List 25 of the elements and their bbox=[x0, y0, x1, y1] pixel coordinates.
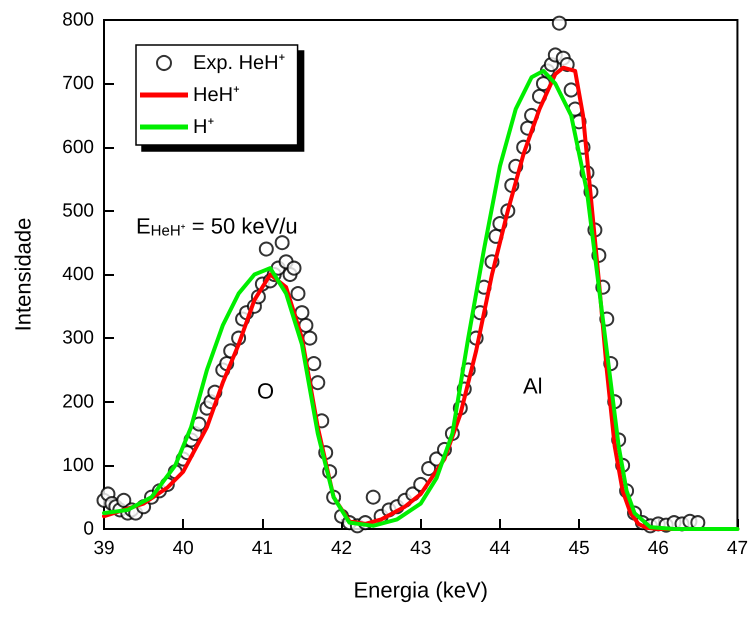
y-tick-label: 600 bbox=[62, 136, 94, 158]
y-tick-label: 0 bbox=[83, 518, 94, 540]
y-tick-label: 100 bbox=[62, 454, 94, 476]
legend-label: H⁺ bbox=[193, 116, 214, 138]
x-tick-label: 41 bbox=[252, 538, 273, 559]
y-tick-label: 200 bbox=[62, 391, 94, 412]
x-tick-label: 46 bbox=[648, 538, 669, 559]
annotation: O bbox=[257, 378, 274, 404]
y-axis-title: Intensidade bbox=[10, 218, 36, 332]
y-tick-label: 400 bbox=[62, 264, 94, 285]
y-tick-label: 300 bbox=[62, 328, 94, 349]
x-axis-title: Energia (keV) bbox=[353, 578, 488, 602]
legend-label: Exp. HeH⁺ bbox=[193, 52, 286, 74]
x-tick-label: 47 bbox=[726, 538, 748, 559]
y-tick-label: 800 bbox=[62, 10, 94, 30]
x-tick-label: 42 bbox=[330, 538, 352, 559]
x-tick-label: 45 bbox=[568, 538, 590, 559]
x-tick-label: 40 bbox=[172, 538, 194, 559]
y-tick-label: 700 bbox=[62, 73, 94, 94]
annotation: Al bbox=[523, 374, 543, 398]
y-tick-label: 500 bbox=[62, 200, 94, 222]
legend-label: HeH⁺ bbox=[193, 84, 240, 106]
x-tick-label: 44 bbox=[489, 538, 511, 559]
x-tick-label: 39 bbox=[93, 538, 115, 559]
x-tick-label: 43 bbox=[410, 538, 432, 559]
